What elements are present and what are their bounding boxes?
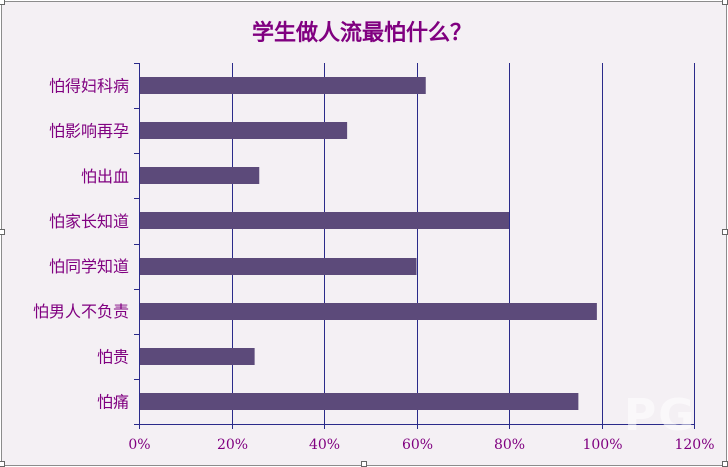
category-label: 怕家长知道: [49, 212, 129, 231]
bar: [140, 122, 348, 139]
bar: [140, 348, 255, 365]
category-label: 怕出血: [81, 167, 129, 186]
x-tick-labels: 0% 20% 40% 60% 80% 100% 120%: [128, 437, 714, 453]
resize-handle-left[interactable]: [0, 229, 5, 235]
bar: [140, 258, 417, 275]
category-label: 怕男人不负责: [33, 302, 129, 321]
resize-handle-bottom[interactable]: [361, 461, 367, 467]
category-label: 怕贵: [97, 347, 129, 366]
category-label: 怕得妇科病: [49, 77, 129, 96]
x-tick-label: 40%: [309, 437, 340, 453]
gridlines: [232, 63, 695, 424]
x-tick-label: 80%: [494, 437, 525, 453]
chart-title: 学生做人流最怕什么？: [252, 20, 472, 46]
x-tick-label: 100%: [582, 437, 622, 453]
category-label: 怕影响再孕: [49, 122, 129, 141]
x-tick-label: 20%: [217, 437, 248, 453]
resize-handle-top-left[interactable]: [0, 0, 5, 5]
bar: [140, 303, 597, 320]
category-label: 怕痛: [97, 392, 129, 411]
bars: [140, 77, 597, 410]
resize-handle-top-right[interactable]: [722, 0, 728, 5]
axes: [134, 63, 695, 429]
bar: [140, 77, 426, 94]
bar: [140, 167, 260, 184]
x-tick-label: 0%: [128, 437, 150, 453]
resize-handle-bottom-right[interactable]: [722, 461, 728, 467]
resize-handle-bottom-left[interactable]: [0, 461, 5, 467]
bar: [140, 212, 509, 229]
resize-handle-right[interactable]: [722, 229, 728, 235]
x-tick-label: 120%: [674, 437, 714, 453]
category-label: 怕同学知道: [49, 257, 129, 276]
watermark-logo: PG: [624, 390, 697, 441]
bar: [140, 393, 579, 410]
x-tick-label: 60%: [402, 437, 433, 453]
